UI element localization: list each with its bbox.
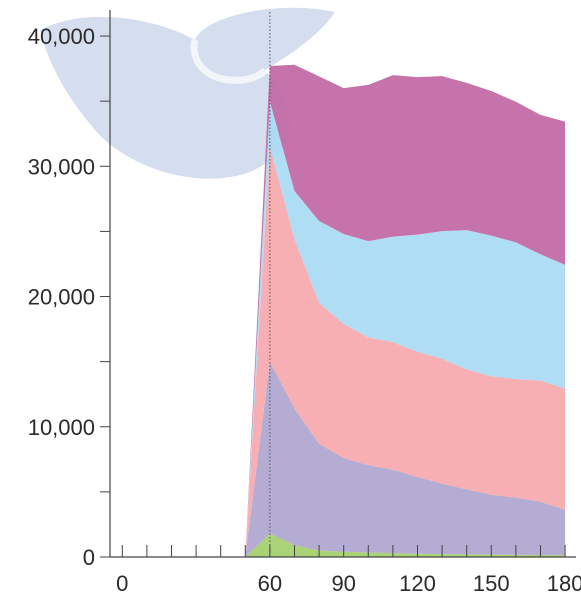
area-series-1 [245, 533, 566, 557]
area-series-4 [245, 101, 566, 558]
x-tick-label: 180 [547, 571, 581, 596]
y-tick-label: 10,000 [28, 415, 95, 440]
x-tick-label: 120 [399, 571, 436, 596]
area-series-3 [245, 146, 566, 557]
x-tick-label: 90 [331, 571, 355, 596]
area-series-5 [245, 64, 566, 557]
y-tick-label: 40,000 [28, 24, 95, 49]
watermark-swoosh [190, 39, 268, 84]
x-tick-label: 150 [473, 571, 510, 596]
axes-group: 0 10,000 20,000 30,000 40,000 0 60 90 120 150 180 [28, 10, 581, 596]
watermark-logo [40, 7, 335, 179]
x-tick-label: 60 [258, 571, 282, 596]
area-series-group [245, 64, 566, 558]
y-tick-label: 0 [83, 545, 95, 570]
area-series-2 [245, 361, 566, 557]
x-tick-label: 0 [116, 571, 128, 596]
y-tick-label: 20,000 [28, 285, 95, 310]
watermark-shape [40, 7, 335, 179]
y-tick-label: 30,000 [28, 154, 95, 179]
